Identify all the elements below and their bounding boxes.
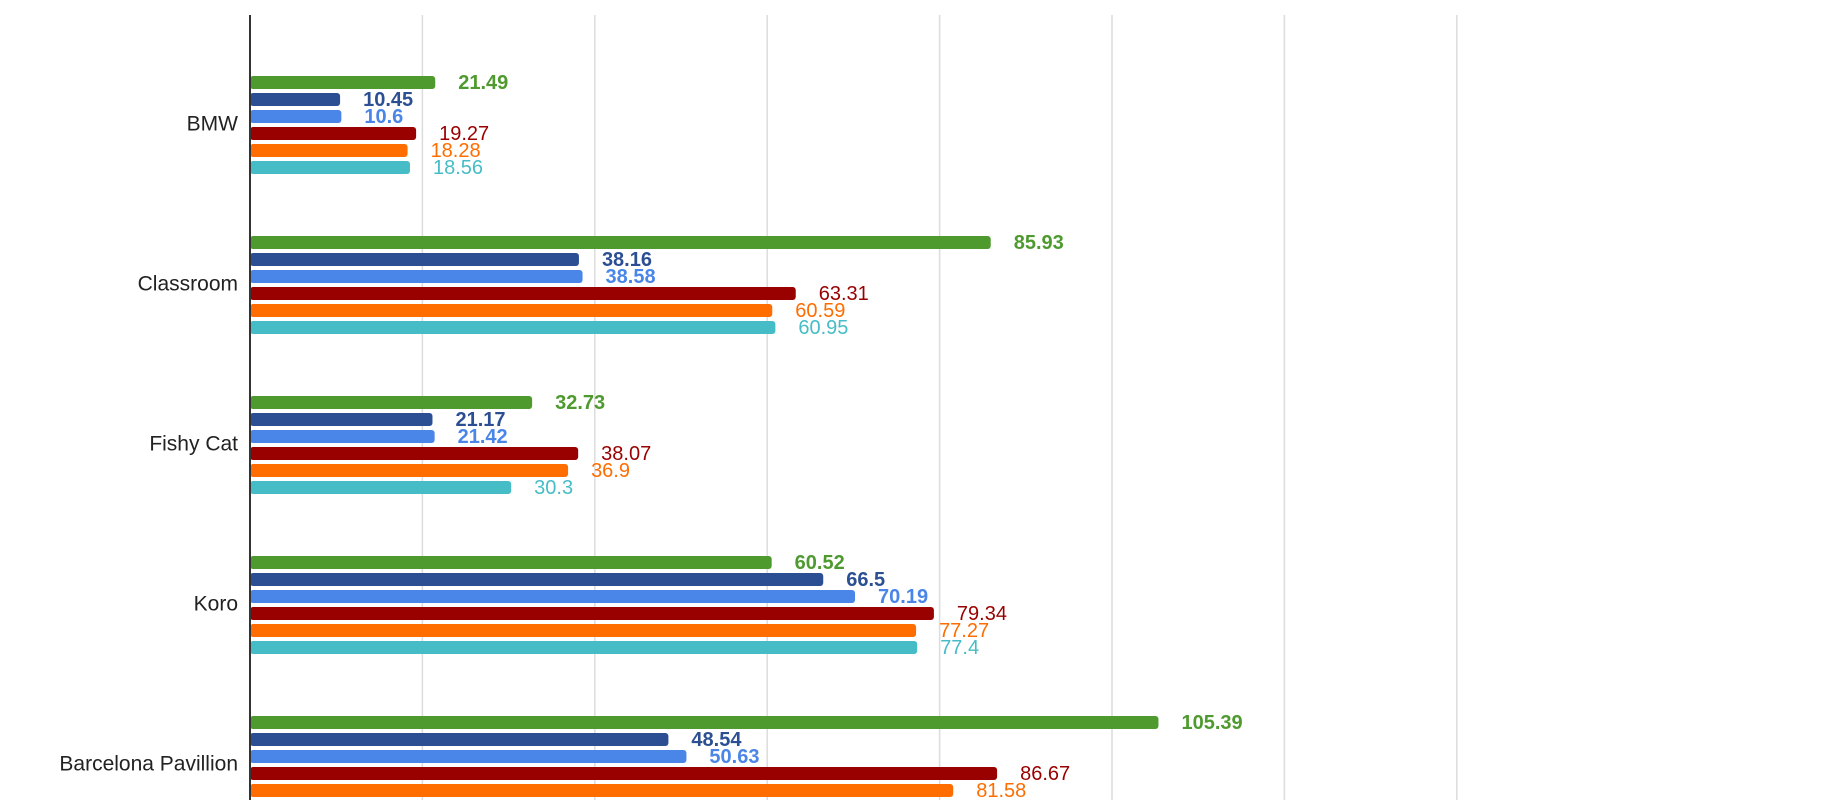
data-label: 21.17 <box>455 409 505 431</box>
bar <box>250 127 417 140</box>
gridlines <box>421 15 1458 800</box>
data-label: 18.28 <box>431 140 481 162</box>
data-label: 38.07 <box>601 443 651 465</box>
category-label: Barcelona Pavillion <box>59 753 238 776</box>
bar <box>250 110 342 123</box>
data-label: 60.95 <box>798 317 848 339</box>
data-label: 81.58 <box>976 780 1026 800</box>
data-label: 48.54 <box>691 729 742 751</box>
data-label: 82.24 <box>982 797 1032 800</box>
data-label: 77.27 <box>939 620 989 642</box>
data-label: 38.58 <box>606 266 656 288</box>
data-label: 77.4 <box>940 637 979 659</box>
data-label: 21.49 <box>458 72 508 94</box>
bars <box>250 76 1159 797</box>
bar <box>250 556 772 569</box>
bar <box>250 716 1159 729</box>
bar <box>250 287 796 300</box>
data-label: 60.52 <box>795 552 845 574</box>
data-label: 38.16 <box>602 249 652 271</box>
data-label: 19.27 <box>439 123 489 145</box>
category-labels: BMW Classroom Fishy Cat Koro Barcelona Pavil… <box>59 113 238 776</box>
bar <box>250 93 341 106</box>
bar <box>250 750 687 763</box>
bar <box>250 767 998 780</box>
data-label: 36.9 <box>591 460 630 482</box>
bar <box>250 270 583 283</box>
category-label: Fishy Cat <box>149 433 238 456</box>
data-label: 66.5 <box>846 569 885 591</box>
data-label: 10.6 <box>364 106 403 128</box>
bar <box>250 321 776 334</box>
bar <box>250 624 917 637</box>
bar <box>250 447 579 460</box>
bar <box>250 784 954 797</box>
bar <box>250 144 408 157</box>
bar <box>250 304 773 317</box>
data-label: 70.19 <box>878 586 928 608</box>
value-labels: 21.4910.4510.619.2718.2818.5685.9338.163… <box>363 72 1243 800</box>
category-label: Classroom <box>138 273 238 296</box>
data-label: 63.31 <box>819 283 869 305</box>
bar <box>250 607 934 620</box>
bar <box>250 733 669 746</box>
bar <box>250 236 991 249</box>
data-label: 60.59 <box>795 300 845 322</box>
bar <box>250 253 579 266</box>
data-label: 86.67 <box>1020 763 1070 785</box>
bar <box>250 481 512 494</box>
data-label: 105.39 <box>1181 712 1242 734</box>
data-label: 85.93 <box>1014 232 1064 254</box>
bar <box>250 573 824 586</box>
data-label: 18.56 <box>433 157 483 179</box>
data-label: 21.42 <box>458 426 508 448</box>
bar <box>250 161 410 174</box>
bar <box>250 413 433 426</box>
bar <box>250 590 856 603</box>
category-label: BMW <box>187 113 239 136</box>
bar <box>250 641 918 654</box>
bar <box>250 76 436 89</box>
category-label: Koro <box>194 593 238 616</box>
data-label: 30.3 <box>534 477 573 499</box>
data-label: 10.45 <box>363 89 413 111</box>
data-label: 50.63 <box>709 746 759 768</box>
data-label: 32.73 <box>555 392 605 414</box>
bar <box>250 396 533 409</box>
data-label: 79.34 <box>957 603 1007 625</box>
bar <box>250 464 569 477</box>
bar <box>250 430 435 443</box>
